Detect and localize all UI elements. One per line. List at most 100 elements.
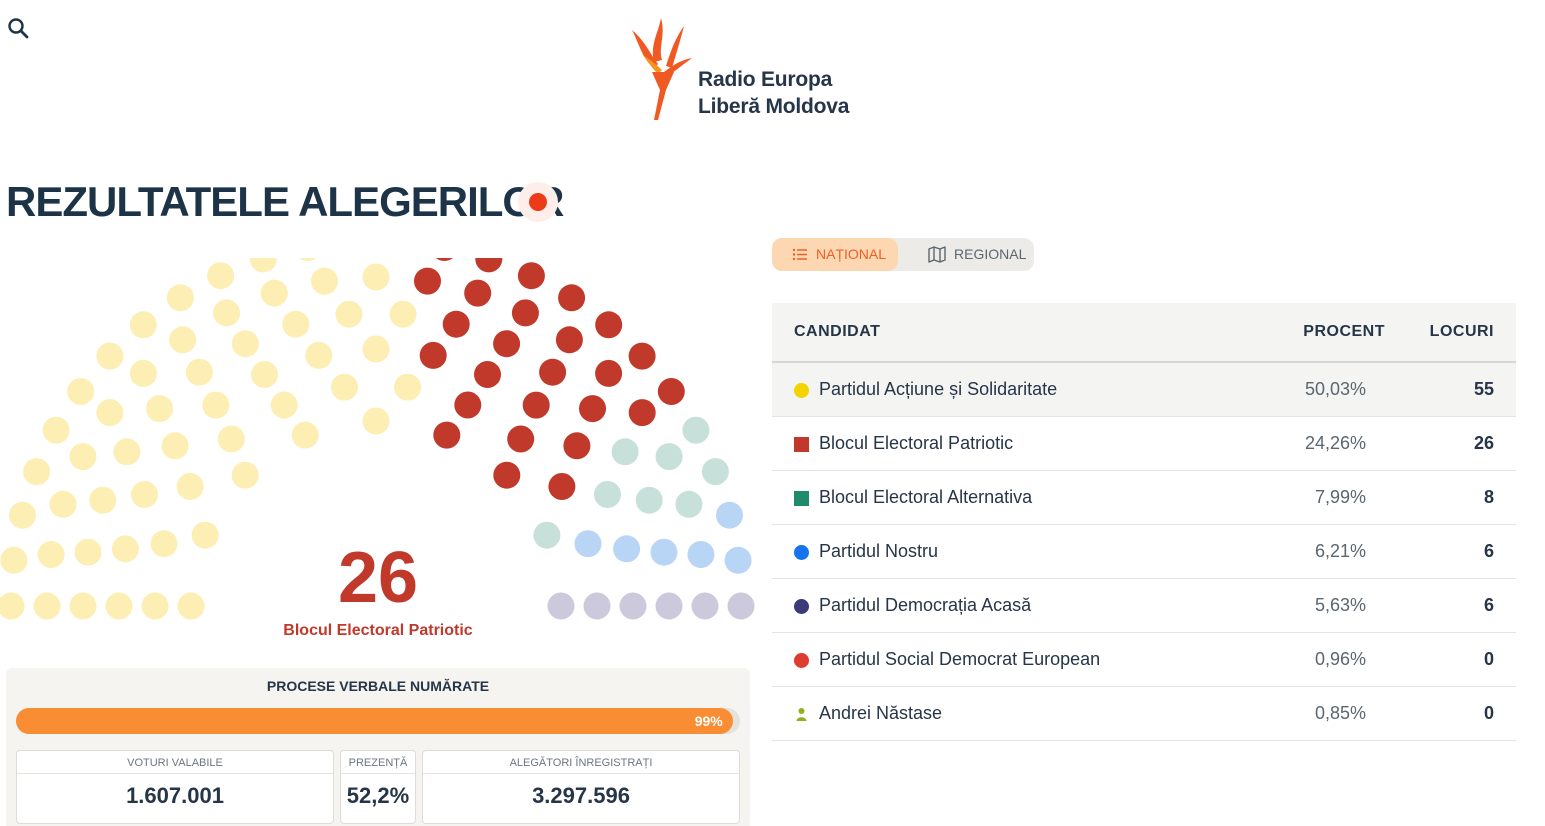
seat (282, 310, 310, 338)
seat (74, 538, 102, 566)
party-color-marker (794, 491, 809, 506)
seat (595, 311, 623, 339)
search-button[interactable] (6, 16, 32, 42)
seat (169, 326, 197, 354)
tab-national[interactable]: NAȚIONAL (772, 238, 898, 271)
table-header: CANDIDAT PROCENT LOCURI (772, 303, 1516, 363)
counting-progress-panel: PROCESE VERBALE NUMĂRATE 99% VOTURI VALA… (6, 668, 750, 826)
candidate-name: Partidul Democrația Acasă (819, 595, 1032, 615)
party-color-marker (794, 653, 809, 668)
seat (113, 438, 141, 466)
stat-label: ALEGĂTORI ÎNREGISTRAȚI (509, 757, 653, 769)
seat (129, 311, 157, 339)
seat (454, 391, 482, 419)
seat (595, 359, 623, 387)
seat (675, 490, 703, 518)
table-row[interactable]: Blocul Electoral Patriotic 24,26% 26 (772, 417, 1516, 471)
candidate-percent: 24,26% (1304, 433, 1366, 453)
party-color-marker (794, 383, 809, 398)
seat (331, 373, 358, 401)
seat (574, 530, 602, 558)
torch-icon (632, 18, 692, 120)
table-row[interactable]: Andrei Năstase 0,85% 0 (772, 687, 1516, 741)
seat (260, 279, 288, 307)
seat (628, 399, 656, 427)
seat (37, 541, 65, 568)
seat (96, 342, 124, 370)
tab-regional[interactable]: REGIONAL (908, 238, 1034, 271)
seat (517, 262, 545, 290)
seat (611, 438, 639, 466)
seat (67, 378, 95, 405)
candidate-name: Partidul Social Democrat European (819, 649, 1101, 669)
seat (311, 267, 338, 295)
page-title: REZULTATELE ALEGERILOR (6, 178, 564, 225)
seat (231, 330, 259, 358)
highlight-party-name: Blocul Electoral Patriotic (283, 622, 473, 639)
seat (270, 391, 298, 419)
seat (305, 341, 333, 369)
seat (249, 258, 277, 273)
person-icon (796, 708, 807, 721)
seat (533, 521, 561, 549)
seat (166, 284, 194, 312)
seat (362, 335, 390, 363)
seat (389, 300, 417, 328)
candidate-name: Blocul Electoral Alternativa (819, 487, 1033, 507)
logo-line-2: Liberă Moldova (698, 95, 850, 118)
seat (105, 592, 133, 620)
candidate-percent: 6,21% (1314, 541, 1366, 561)
site-logo[interactable]: Radio Europa Liberă Moldova (628, 16, 888, 124)
table-row[interactable]: Partidul Social Democrat European 0,96% 0 (772, 633, 1516, 687)
seat (362, 407, 390, 435)
seat (33, 592, 61, 620)
seat (141, 592, 169, 620)
logo-text: Radio Europa Liberă Moldova (698, 66, 849, 120)
candidate-name: Andrei Năstase (819, 703, 943, 723)
counting-title: PROCESE VERBALE NUMĂRATE (266, 678, 490, 694)
seat (563, 432, 591, 460)
divider (17, 773, 333, 774)
turnout-box: PREZENȚĂ 52,2% (340, 750, 416, 824)
seat (579, 395, 606, 423)
seat (231, 461, 259, 489)
results-table: CANDIDAT PROCENT LOCURI Partidul Acțiune… (772, 303, 1516, 741)
table-row[interactable]: Partidul Democrația Acasă 5,63% 6 (772, 579, 1516, 633)
logo-line-1: Radio Europa (698, 68, 833, 91)
party-color-marker (794, 545, 809, 560)
seat (539, 358, 567, 386)
seat (89, 486, 117, 514)
table-row[interactable]: Blocul Electoral Alternativa 7,99% 8 (772, 471, 1516, 525)
seat (435, 258, 453, 261)
parliament-hemicycle (0, 258, 755, 620)
live-indicator-icon (518, 182, 558, 222)
seat (594, 481, 621, 508)
seat (548, 473, 576, 500)
map-icon (928, 246, 946, 263)
seat (69, 592, 97, 620)
seat (691, 592, 719, 620)
seat (682, 416, 710, 444)
table-row[interactable]: Partidul Acțiune și Solidaritate 50,03% 55 (772, 363, 1516, 417)
seat (177, 592, 205, 620)
candidate-seats: 55 (1473, 379, 1494, 399)
candidate-name: Partidul Acțiune și Solidaritate (819, 379, 1058, 399)
party-color-marker (794, 599, 809, 614)
seat (23, 458, 51, 486)
seat (442, 310, 470, 338)
stat-value: 3.297.596 (532, 783, 630, 808)
seat (299, 258, 317, 261)
seat (522, 391, 550, 419)
seat (650, 538, 678, 566)
seat (558, 284, 586, 312)
seat (727, 592, 755, 620)
table-row[interactable]: Partidul Nostru 6,21% 6 (772, 525, 1516, 579)
list-icon (792, 248, 807, 261)
seat (493, 330, 521, 358)
candidate-percent: 5,63% (1314, 595, 1366, 615)
seat (655, 592, 683, 620)
candidate-percent: 7,99% (1314, 487, 1366, 507)
seat (724, 546, 752, 574)
seat (185, 358, 213, 386)
seat (146, 395, 173, 423)
